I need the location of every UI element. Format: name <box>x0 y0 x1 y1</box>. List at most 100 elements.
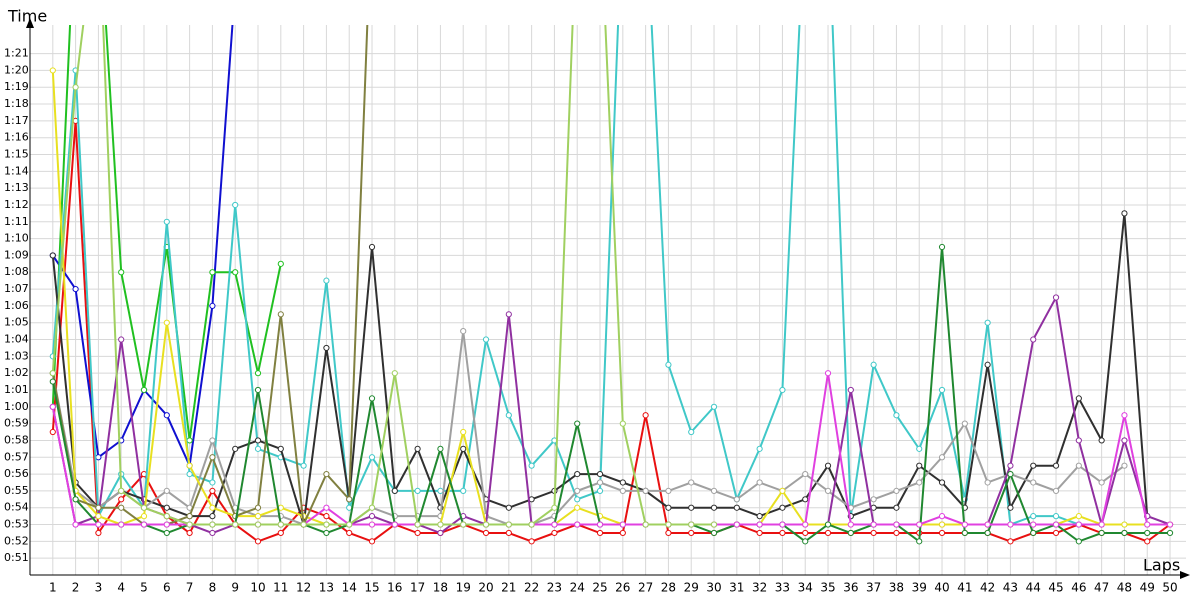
point <box>209 521 216 528</box>
y-tick-label: 0:53 <box>4 518 29 531</box>
series-line <box>51 25 1170 526</box>
y-tick-label: 1:07 <box>4 282 29 295</box>
point <box>870 529 877 537</box>
point <box>391 521 398 528</box>
point <box>710 487 718 495</box>
point <box>209 454 216 461</box>
point <box>118 269 125 276</box>
point <box>346 521 353 528</box>
point <box>72 496 79 503</box>
point <box>186 462 193 469</box>
x-tick-label: 30 <box>706 581 721 595</box>
x-tick-label: 4 <box>117 581 125 595</box>
point <box>1007 504 1014 511</box>
point <box>368 395 376 402</box>
point <box>277 311 284 318</box>
x-tick-label: 28 <box>661 581 676 595</box>
x-tick-label: 25 <box>592 581 607 595</box>
x-tick-label: 42 <box>980 581 995 595</box>
x-tick-label: 19 <box>456 581 471 595</box>
point <box>118 521 125 528</box>
point <box>847 521 854 528</box>
x-tick-label: 20 <box>478 581 493 595</box>
y-tick-label: 1:13 <box>4 181 29 194</box>
point <box>1075 395 1082 402</box>
point <box>414 529 421 537</box>
x-tick-label: 3 <box>95 581 103 595</box>
point <box>323 529 330 537</box>
point <box>642 521 649 528</box>
point <box>756 445 763 452</box>
point <box>460 428 467 436</box>
point <box>710 529 718 537</box>
point <box>460 445 467 452</box>
x-tick-label: 15 <box>364 581 379 595</box>
point <box>802 496 809 503</box>
y-tick-label: 1:06 <box>4 299 29 312</box>
point <box>1098 479 1105 486</box>
y-tick-label: 0:55 <box>4 484 29 497</box>
point <box>49 403 56 410</box>
point <box>368 504 376 511</box>
point <box>460 328 467 335</box>
x-tick-label: 37 <box>866 581 881 595</box>
y-tick-label: 1:01 <box>4 383 29 396</box>
point <box>300 521 307 528</box>
point <box>140 386 148 394</box>
point <box>186 470 193 478</box>
x-tick-label: 43 <box>1003 581 1018 595</box>
point <box>938 529 946 537</box>
x-tick-label: 17 <box>410 581 425 595</box>
point <box>824 370 832 377</box>
point <box>254 386 262 394</box>
point <box>118 496 125 503</box>
y-tick-label: 1:12 <box>4 198 29 211</box>
point <box>140 504 148 511</box>
point <box>1052 521 1060 528</box>
point <box>209 479 216 486</box>
point <box>209 487 216 495</box>
point <box>1075 538 1082 545</box>
y-tick-label: 1:09 <box>4 248 29 261</box>
point <box>368 454 376 461</box>
x-tick-label: 21 <box>501 581 516 595</box>
point <box>596 470 604 478</box>
point <box>1075 437 1082 444</box>
y-tick-label: 0:54 <box>4 501 29 514</box>
point <box>72 285 79 293</box>
point <box>733 521 740 528</box>
point <box>437 445 444 452</box>
point <box>574 504 581 511</box>
point <box>802 538 809 545</box>
point <box>277 445 284 452</box>
point <box>414 445 421 452</box>
x-tick-label: 24 <box>570 581 585 595</box>
x-tick-label: 23 <box>547 581 562 595</box>
point <box>186 529 193 537</box>
point <box>847 529 854 537</box>
x-tick-label: 2 <box>72 581 80 595</box>
point <box>163 487 170 495</box>
x-tick-label: 50 <box>1162 581 1177 595</box>
point <box>893 412 900 419</box>
point <box>619 479 626 486</box>
point <box>665 504 672 511</box>
x-tick-label: 18 <box>433 581 448 595</box>
point <box>893 521 900 528</box>
point <box>95 513 102 520</box>
x-tick-label: 39 <box>912 581 927 595</box>
point <box>1007 470 1014 478</box>
point <box>756 479 763 486</box>
y-arrow <box>26 18 34 28</box>
point <box>209 269 216 276</box>
y-tick-label: 1:16 <box>4 131 29 144</box>
point <box>254 370 262 377</box>
point <box>118 487 125 495</box>
x-tick-label: 47 <box>1094 581 1109 595</box>
point <box>802 470 809 478</box>
point <box>1144 529 1151 537</box>
point <box>642 487 649 495</box>
point <box>1007 538 1014 545</box>
point <box>323 470 330 478</box>
x-tick-label: 6 <box>163 581 171 595</box>
